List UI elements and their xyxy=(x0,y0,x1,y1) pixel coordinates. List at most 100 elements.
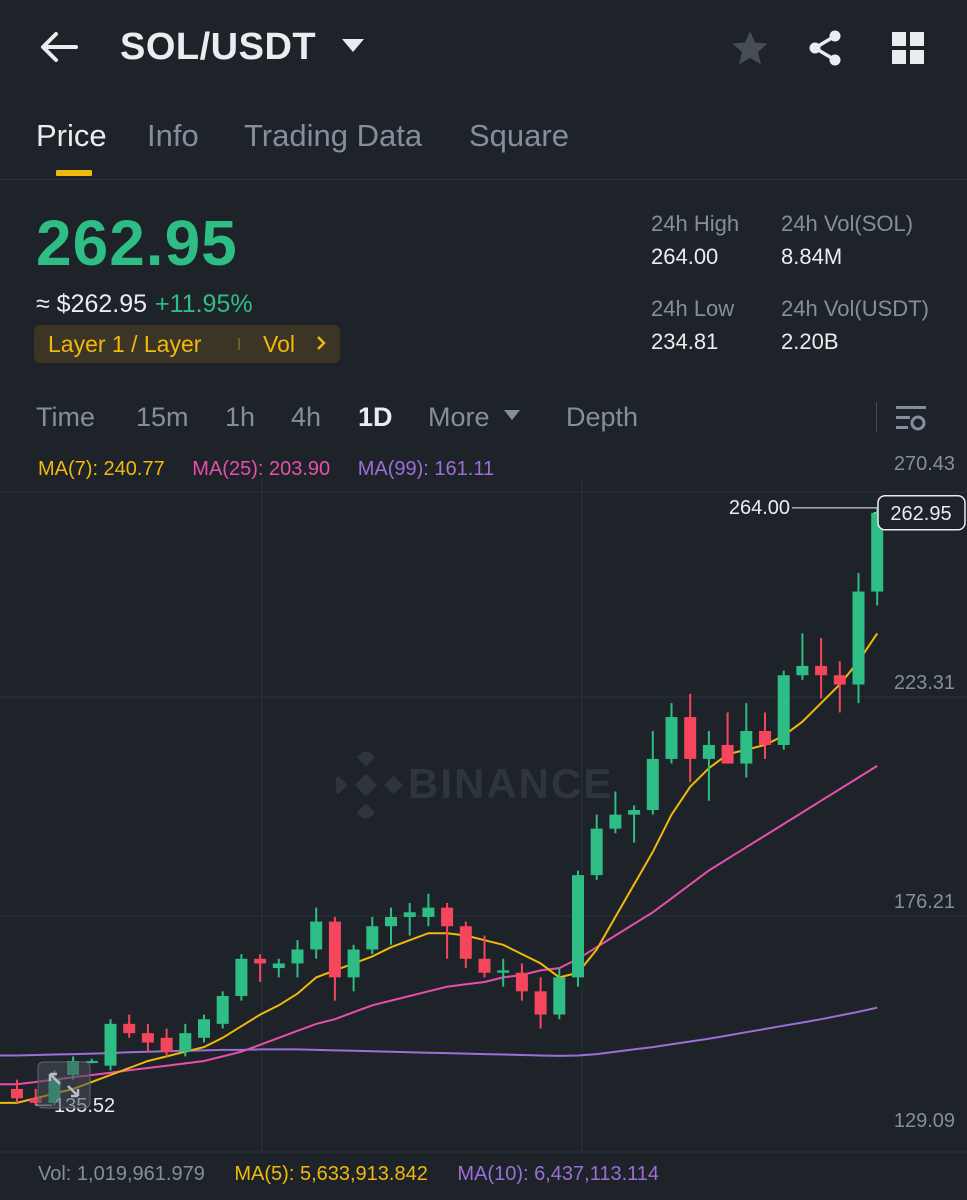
vol-quote-label: 24h Vol(USDT) xyxy=(781,296,929,321)
category-label: Layer 1 / Layer xyxy=(48,331,202,357)
top-bar: SOL/USDT xyxy=(0,0,967,96)
volume-indicator-line: Vol: 1,019,961.979 MA(5): 5,633,913.842 … xyxy=(38,1163,683,1186)
candle-body xyxy=(198,1019,210,1038)
chevron-down-icon[interactable] xyxy=(340,36,366,56)
vol-base-value: 8.84M xyxy=(781,244,843,269)
expand-icon[interactable] xyxy=(37,1061,91,1109)
low-label: 24h Low xyxy=(651,296,735,321)
ma25-label: MA(25): 203.90 xyxy=(192,458,331,480)
candle-body xyxy=(515,972,528,992)
chevron-right-icon xyxy=(317,336,326,350)
high-label: 24h High xyxy=(651,211,740,236)
candle-body xyxy=(422,907,435,917)
y-axis-label: 129.09 xyxy=(894,1110,955,1132)
low-value: 234.81 xyxy=(651,329,719,354)
tab-square[interactable]: Square xyxy=(469,118,569,153)
expand-arrows xyxy=(48,1072,80,1098)
back-arrow-icon[interactable] xyxy=(36,26,82,68)
last-price-axis-label: 262.95 xyxy=(890,503,951,525)
candle-body xyxy=(572,875,584,978)
last-price-badge xyxy=(877,495,966,531)
candle-body xyxy=(366,926,379,950)
candle-body xyxy=(815,665,828,676)
candle-body xyxy=(85,1061,98,1064)
more-label: More xyxy=(428,402,490,432)
tab-info[interactable]: Info xyxy=(147,118,199,153)
timeframe-more[interactable]: More xyxy=(428,402,521,433)
candle-body xyxy=(459,926,472,959)
candle-body xyxy=(104,1023,117,1066)
tag-divider xyxy=(238,338,240,350)
chart-settings-icon[interactable] xyxy=(893,402,929,434)
ma99-label: MA(99): 161.11 xyxy=(357,458,495,480)
candle-body xyxy=(254,958,267,964)
candle-body xyxy=(852,591,865,685)
timeframe-1h[interactable]: 1h xyxy=(225,402,256,432)
timeframe-15m[interactable]: 15m xyxy=(136,402,189,432)
candle-body xyxy=(179,1033,192,1052)
ma7-label: MA(7): 240.77 xyxy=(38,458,165,480)
ma25-line xyxy=(0,765,878,1086)
price-change: +11.95% xyxy=(155,290,253,318)
candle-body xyxy=(11,1088,23,1099)
candle-body xyxy=(553,977,566,1015)
share-icon[interactable] xyxy=(805,28,845,68)
toolbar-divider xyxy=(876,402,877,432)
chart-grid: 270.43 223.31 176.21 129.09 xyxy=(0,453,967,1153)
last-price: 262.95 xyxy=(36,207,238,279)
timeframe-time[interactable]: Time xyxy=(36,402,95,432)
tab-price[interactable]: Price xyxy=(36,118,107,153)
candle-body xyxy=(403,912,416,917)
candle-body xyxy=(871,512,884,592)
price-subline: ≈ $262.95 +11.95% xyxy=(36,290,253,319)
candle-body xyxy=(497,970,510,973)
candle-body xyxy=(328,921,341,978)
ma-indicator-line: MA(7): 240.77 MA(25): 203.90 MA(99): 161… xyxy=(38,458,516,481)
candle-body xyxy=(272,963,285,969)
chevron-down-icon xyxy=(504,410,521,420)
y-axis-label: 223.31 xyxy=(894,672,955,694)
binance-watermark: BINANCE xyxy=(336,752,611,818)
timeframe-4h[interactable]: 4h xyxy=(291,402,322,432)
candle-body xyxy=(347,949,360,978)
candle-body xyxy=(684,717,697,759)
max-price-label: 264.00 xyxy=(729,497,790,519)
candle-body xyxy=(590,828,603,876)
tab-trading-data[interactable]: Trading Data xyxy=(244,118,423,153)
usd-price: ≈ $262.95 xyxy=(36,290,148,318)
candle-body xyxy=(478,958,491,973)
volume-label: Vol: 1,019,961.979 xyxy=(38,1163,205,1185)
candle-body xyxy=(609,814,622,829)
active-tab-indicator xyxy=(56,170,92,176)
ma99-line xyxy=(0,1006,878,1057)
candle-body xyxy=(833,675,846,685)
candle-body xyxy=(646,758,659,811)
grid-icon[interactable] xyxy=(888,28,928,68)
candle-body xyxy=(141,1033,154,1043)
candle-body xyxy=(721,744,734,764)
candle-body xyxy=(740,731,753,764)
candle-body xyxy=(385,916,397,927)
candle-body xyxy=(759,731,771,745)
y-axis-label: 270.43 xyxy=(894,453,955,475)
candle-body xyxy=(796,665,809,676)
vol-quote-value: 2.20B xyxy=(781,329,839,354)
vol-ma5-label: MA(5): 5,633,913.842 xyxy=(234,1163,428,1185)
depth-tab[interactable]: Depth xyxy=(566,402,639,432)
candle-body xyxy=(534,991,547,1015)
candle-body xyxy=(702,744,715,759)
pair-title[interactable]: SOL/USDT xyxy=(120,26,317,68)
candle-body xyxy=(665,717,678,759)
candle-body xyxy=(777,675,790,745)
tab-bar: Price Info Trading Data Square xyxy=(0,96,967,180)
candles xyxy=(11,507,884,1106)
star-icon[interactable] xyxy=(730,28,770,68)
timeframe-1d[interactable]: 1D xyxy=(358,402,393,432)
candle-body xyxy=(441,907,454,927)
candle-body xyxy=(291,949,304,964)
candle-body xyxy=(29,1098,42,1103)
category-tag[interactable]: Layer 1 / Layer Vol xyxy=(34,325,340,363)
vol-ma10-label: MA(10): 6,437,113.114 xyxy=(457,1163,660,1185)
